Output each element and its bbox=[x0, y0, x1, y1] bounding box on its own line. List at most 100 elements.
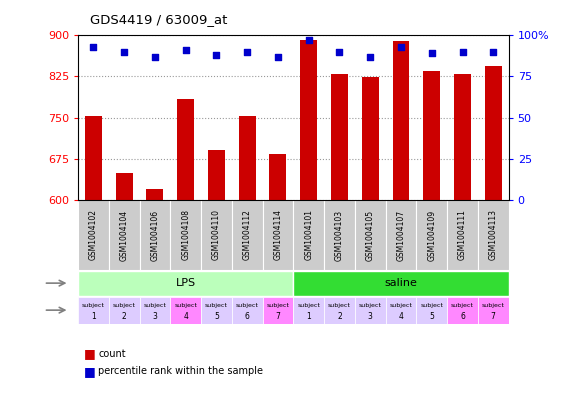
Text: GSM1004102: GSM1004102 bbox=[89, 209, 98, 261]
Text: 3: 3 bbox=[153, 312, 157, 321]
Text: GSM1004109: GSM1004109 bbox=[427, 209, 436, 261]
Bar bbox=[324, 200, 355, 270]
Point bbox=[366, 53, 375, 60]
Point bbox=[488, 49, 498, 55]
Text: 4: 4 bbox=[399, 312, 403, 321]
Text: percentile rank within the sample: percentile rank within the sample bbox=[98, 366, 263, 376]
Bar bbox=[109, 297, 139, 324]
Point bbox=[397, 44, 406, 50]
Point bbox=[120, 49, 129, 55]
Text: subject: subject bbox=[390, 303, 413, 308]
Text: 7: 7 bbox=[276, 312, 280, 321]
Bar bbox=[293, 271, 509, 296]
Bar bbox=[262, 200, 293, 270]
Bar bbox=[485, 66, 502, 200]
Point bbox=[304, 37, 313, 44]
Text: 4: 4 bbox=[183, 312, 188, 321]
Bar bbox=[300, 40, 317, 200]
Text: 1: 1 bbox=[91, 312, 96, 321]
Point bbox=[335, 49, 344, 55]
Bar bbox=[146, 189, 164, 200]
Point bbox=[243, 49, 252, 55]
Bar bbox=[324, 297, 355, 324]
Text: GSM1004104: GSM1004104 bbox=[120, 209, 129, 261]
Bar bbox=[78, 297, 109, 324]
Point bbox=[212, 52, 221, 58]
Point bbox=[89, 44, 98, 50]
Text: subject: subject bbox=[297, 303, 320, 308]
Bar bbox=[262, 297, 293, 324]
Point bbox=[150, 53, 160, 60]
Bar bbox=[386, 297, 416, 324]
Text: GSM1004105: GSM1004105 bbox=[366, 209, 375, 261]
Bar bbox=[208, 151, 225, 200]
Bar bbox=[478, 297, 509, 324]
Text: ■: ■ bbox=[84, 365, 95, 378]
Text: GSM1004106: GSM1004106 bbox=[150, 209, 160, 261]
Text: 5: 5 bbox=[214, 312, 219, 321]
Bar bbox=[293, 200, 324, 270]
Bar bbox=[116, 173, 132, 200]
Point bbox=[273, 53, 283, 60]
Text: GSM1004112: GSM1004112 bbox=[243, 209, 251, 261]
Text: GSM1004101: GSM1004101 bbox=[304, 209, 313, 261]
Text: GSM1004114: GSM1004114 bbox=[273, 209, 283, 261]
Bar bbox=[239, 116, 255, 200]
Text: GSM1004107: GSM1004107 bbox=[397, 209, 406, 261]
Bar bbox=[139, 200, 171, 270]
Bar bbox=[171, 297, 201, 324]
Bar bbox=[139, 297, 171, 324]
Text: 6: 6 bbox=[460, 312, 465, 321]
Text: subject: subject bbox=[359, 303, 381, 308]
Bar bbox=[447, 297, 478, 324]
Bar bbox=[78, 200, 109, 270]
Bar bbox=[201, 200, 232, 270]
Text: subject: subject bbox=[451, 303, 474, 308]
Bar bbox=[232, 297, 262, 324]
Bar bbox=[232, 200, 262, 270]
Text: subject: subject bbox=[113, 303, 136, 308]
Bar bbox=[177, 99, 194, 200]
Bar bbox=[386, 200, 416, 270]
Text: 3: 3 bbox=[368, 312, 373, 321]
Text: subject: subject bbox=[82, 303, 105, 308]
Text: 5: 5 bbox=[429, 312, 434, 321]
Bar bbox=[85, 116, 102, 200]
Bar bbox=[416, 297, 447, 324]
Bar bbox=[201, 297, 232, 324]
Text: subject: subject bbox=[482, 303, 505, 308]
Bar bbox=[171, 200, 201, 270]
Text: saline: saline bbox=[384, 278, 417, 288]
Point bbox=[458, 49, 467, 55]
Text: count: count bbox=[98, 349, 126, 359]
Bar bbox=[269, 154, 287, 200]
Text: LPS: LPS bbox=[176, 278, 196, 288]
Text: 2: 2 bbox=[337, 312, 342, 321]
Text: subject: subject bbox=[236, 303, 258, 308]
Text: subject: subject bbox=[266, 303, 290, 308]
Point bbox=[181, 47, 190, 53]
Bar bbox=[478, 200, 509, 270]
Text: GSM1004111: GSM1004111 bbox=[458, 209, 467, 261]
Text: GSM1004110: GSM1004110 bbox=[212, 209, 221, 261]
Bar bbox=[293, 297, 324, 324]
Point bbox=[427, 50, 436, 57]
Text: GSM1004113: GSM1004113 bbox=[489, 209, 498, 261]
Bar bbox=[355, 200, 386, 270]
Text: subject: subject bbox=[143, 303, 166, 308]
Text: 6: 6 bbox=[244, 312, 250, 321]
Text: GSM1004108: GSM1004108 bbox=[181, 209, 190, 261]
Bar bbox=[331, 74, 348, 200]
Bar bbox=[109, 200, 139, 270]
Bar bbox=[454, 74, 471, 200]
Text: 7: 7 bbox=[491, 312, 496, 321]
Bar bbox=[78, 271, 293, 296]
Text: ■: ■ bbox=[84, 347, 95, 360]
Text: subject: subject bbox=[205, 303, 228, 308]
Text: subject: subject bbox=[328, 303, 351, 308]
Text: GDS4419 / 63009_at: GDS4419 / 63009_at bbox=[90, 13, 227, 26]
Bar bbox=[416, 200, 447, 270]
Bar bbox=[392, 41, 409, 200]
Bar bbox=[355, 297, 386, 324]
Text: 1: 1 bbox=[306, 312, 311, 321]
